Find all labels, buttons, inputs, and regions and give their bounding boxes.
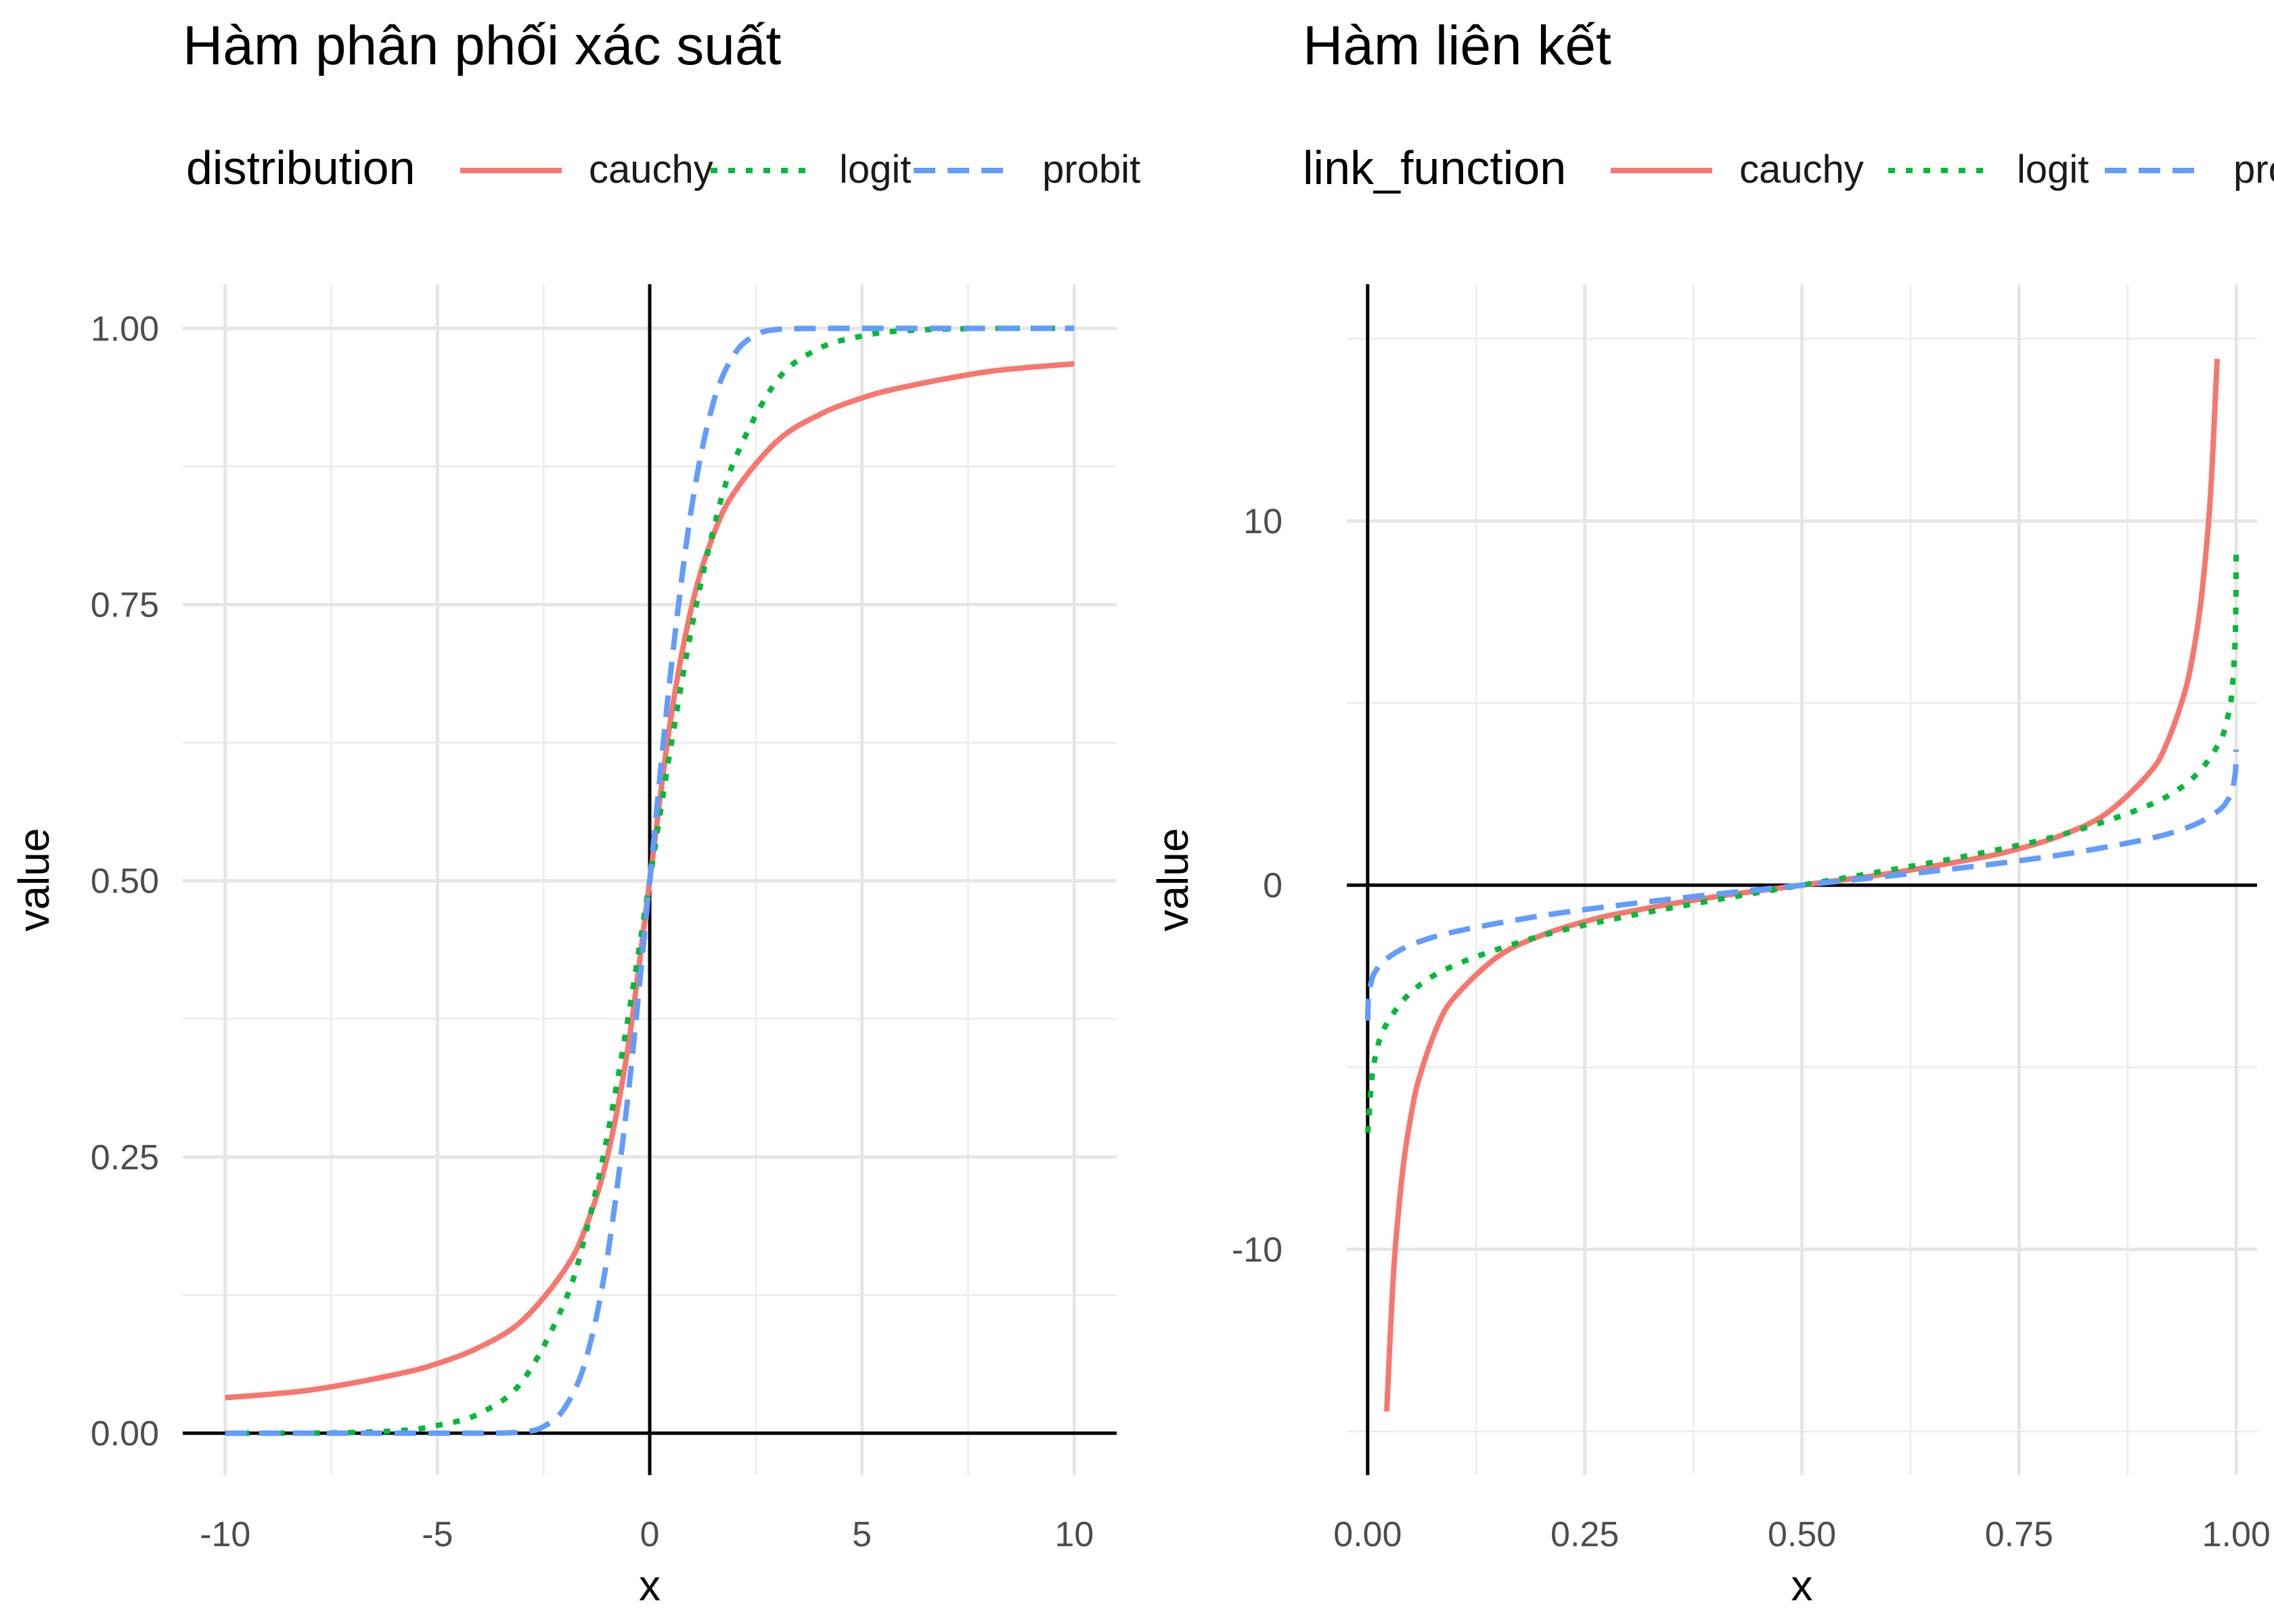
legend-label-logit: logit (839, 148, 911, 191)
x-tick-label: 10 (1054, 1515, 1094, 1554)
y-axis-title: value (1149, 828, 1197, 932)
y-tick-label: 0 (1263, 866, 1283, 905)
x-tick-label: 0 (640, 1515, 660, 1554)
x-tick-label: 0.00 (1333, 1515, 1402, 1554)
y-tick-label: 10 (1243, 502, 1283, 541)
y-tick-label: 0.50 (91, 862, 159, 901)
y-tick-label: 0.75 (91, 585, 159, 625)
x-tick-label: 1.00 (2202, 1515, 2271, 1554)
x-tick-label: -5 (422, 1515, 453, 1554)
chart-title: Hàm liên kết (1303, 15, 1611, 76)
series-line-probit (225, 325, 1075, 1437)
x-tick-label: 0.50 (1768, 1515, 1836, 1554)
x-tick-label: 0.25 (1551, 1515, 1619, 1554)
legend-label-probit: probit (2233, 148, 2274, 191)
y-tick-label: 0.00 (91, 1414, 159, 1453)
x-tick-label: 5 (852, 1515, 872, 1554)
x-tick-label: 0.75 (1985, 1515, 2053, 1554)
legend-title: link_function (1303, 141, 1566, 194)
legend-label-probit: probit (1042, 148, 1140, 191)
x-tick-label: -10 (200, 1515, 250, 1554)
series-line-probit (1364, 749, 2239, 1021)
y-tick-label: -10 (1232, 1230, 1283, 1269)
chart-title: Hàm phân phối xác suất (183, 15, 782, 76)
link-function-panel: Hàm liên kết link_function cauchy logit prob… (1149, 15, 2274, 1610)
y-axis-title: value (9, 828, 58, 932)
legend-label-logit: logit (2017, 148, 2089, 191)
legend-label-cauchy: cauchy (589, 148, 713, 191)
cdf-panel: Hàm phân phối xác suất distribution cauchy… (9, 15, 1140, 1610)
y-tick-label: 0.25 (91, 1138, 159, 1177)
legend-label-cauchy: cauchy (1739, 148, 1864, 191)
x-axis-title: x (639, 1561, 661, 1610)
x-axis-title: x (1791, 1561, 1813, 1610)
legend-title: distribution (186, 141, 416, 194)
series-line-logit (1364, 549, 2239, 1133)
y-tick-label: 1.00 (91, 309, 159, 348)
